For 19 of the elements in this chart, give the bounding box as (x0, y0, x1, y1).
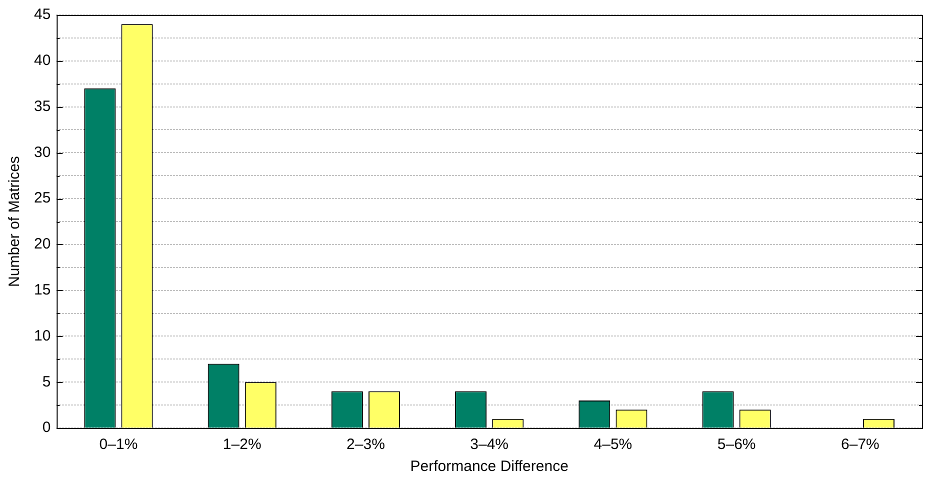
x-tick-label: 3–4% (470, 436, 509, 454)
x-tick-label: 4–5% (594, 436, 632, 454)
y-tick-label: 5 (42, 373, 51, 390)
y-tick-label: 15 (34, 281, 51, 298)
y-tick-label: 40 (34, 52, 51, 70)
y-tick-label: 10 (34, 327, 51, 344)
y-axis-title: Number of Matrices (6, 156, 24, 287)
y-tick-label: 25 (34, 190, 51, 207)
y-tick-label: 45 (34, 6, 51, 24)
x-tick-label: 2–3% (346, 436, 385, 454)
x-tick-label: 5–6% (717, 436, 756, 454)
x-tick-label: 6–7% (841, 436, 880, 454)
y-tick-label: 30 (34, 144, 51, 161)
y-tick-label: 0 (42, 419, 51, 436)
x-axis-title: Performance Difference (410, 458, 568, 476)
x-tick-label: 1–2% (222, 436, 262, 454)
y-tick-label: 35 (34, 98, 51, 115)
x-tick-label: 0–1% (99, 436, 138, 454)
y-tick-label: 20 (34, 236, 51, 253)
